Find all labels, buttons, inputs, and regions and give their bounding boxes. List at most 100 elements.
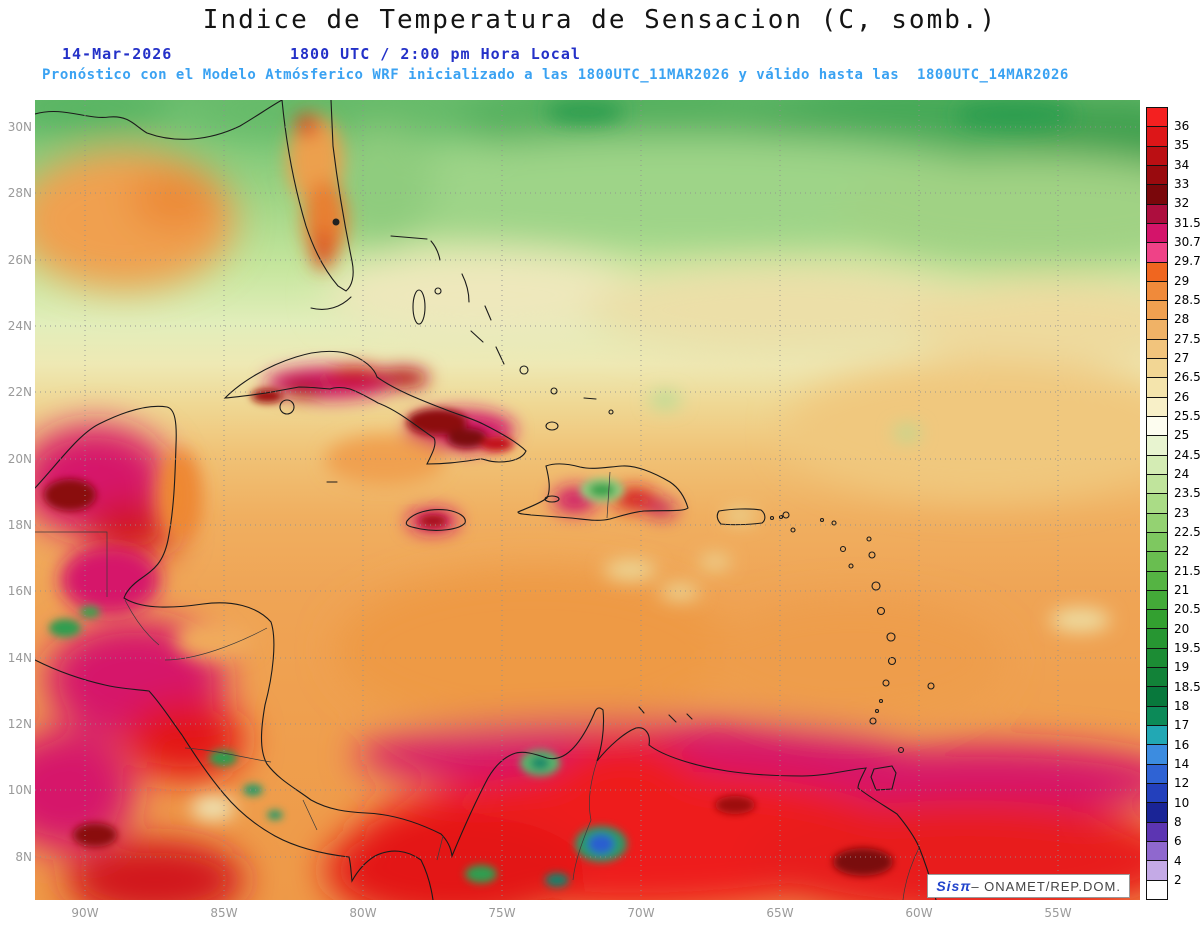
colorbar-segment [1147,127,1167,147]
colorbar-label: 17 [1174,718,1190,733]
colorbar-segment [1147,494,1167,514]
isla-juventud [279,399,295,415]
gonave-island [544,495,560,503]
colorbar-segment [1147,301,1167,321]
colorbar-segment [1147,552,1167,572]
pacific-coast [35,659,434,900]
colorbar-label: 26.5 [1174,370,1200,385]
colorbar-segment [1147,417,1167,437]
lon-tick-label: 85W [210,906,238,920]
lat-tick-label: 24N [7,318,32,333]
colorbar-segment [1147,629,1167,649]
colorbar-label: 8 [1174,815,1182,830]
colorbar-label: 26 [1174,389,1190,404]
country-borders [35,471,920,900]
colorbar-label: 24 [1174,466,1190,481]
lat-tick-label: 12N [7,716,32,731]
lon-tick-label: 60W [905,906,933,920]
colorbar-label: 20.5 [1174,602,1200,617]
colorbar-label: 16 [1174,737,1190,752]
jamaica-coast [405,509,466,531]
colorbar-label: 27 [1174,350,1190,365]
colorbar-segment [1147,861,1167,881]
lon-tick-label: 70W [627,906,655,920]
colorbar-label: 19 [1174,660,1190,675]
colorbar-label: 30.7 [1174,234,1200,249]
colorbar-segment [1147,841,1167,862]
lesser-antilles-islands [638,511,935,791]
colorbar-segment [1147,359,1167,379]
colorbar-segment [1147,204,1167,224]
temperature-colorbar [1146,107,1168,900]
hispaniola-coast [517,463,689,521]
colorbar-label: 27.5 [1174,331,1200,346]
lon-tick-label: 90W [71,906,99,920]
colorbar-label: 21 [1174,583,1190,598]
colorbar-label: 19.5 [1174,641,1200,656]
colorbar-segment [1147,822,1167,842]
bahamas-islands [326,235,614,483]
colorbar-label: 32 [1174,196,1190,211]
lat-tick-label: 20N [7,451,32,466]
lake-okeechobee [332,218,340,226]
puerto-rico-coast [716,508,766,526]
colorbar-label: 33 [1174,176,1190,191]
map-canvas: Sisπ– ONAMET/REP.DOM. [35,100,1140,900]
colorbar-label: 31.5 [1174,215,1200,230]
coastlines [35,100,937,900]
colorbar-segment [1147,668,1167,688]
gulf-coast [35,100,283,140]
colorbar-segment [1147,532,1167,553]
lon-tick-label: 75W [488,906,516,920]
florida-keys [310,296,352,310]
colorbar-label: 23 [1174,505,1190,520]
colorbar-segment [1147,397,1167,417]
colorbar-segment [1147,378,1167,398]
colorbar-segment [1147,339,1167,360]
colorbar-label: 18 [1174,699,1190,714]
colorbar-label: 2 [1174,873,1182,888]
colorbar-label: 28 [1174,312,1190,327]
caribbean-mainland-coast [35,405,937,900]
lat-tick-label: 26N [7,252,32,267]
lat-tick-label: 16N [7,584,32,599]
colorbar-segment [1147,320,1167,340]
colorbar-label: 18.5 [1174,679,1200,694]
map-svg [35,100,1140,900]
colorbar-label: 24.5 [1174,447,1200,462]
watermark-text: – ONAMET/REP.DOM. [971,879,1121,894]
lat-tick-label: 28N [7,186,32,201]
colorbar-segment [1147,783,1167,804]
lon-tick-label: 65W [766,906,794,920]
lat-tick-label: 18N [7,517,32,532]
colorbar-label: 21.5 [1174,563,1200,578]
colorbar-label: 25.5 [1174,408,1200,423]
colorbar-segment [1147,223,1167,244]
colorbar-label: 22.5 [1174,525,1200,539]
colorbar-segment [1147,281,1167,302]
colorbar-segment [1147,880,1167,899]
colorbar-label: 23.5 [1174,486,1200,501]
colorbar-label: 28.5 [1174,292,1200,307]
colorbar-segment [1147,648,1167,669]
colorbar-segment [1147,165,1167,186]
colorbar-segment [1147,185,1167,205]
grid-lines [35,100,1140,900]
colorbar-label: 35 [1174,138,1190,153]
colorbar-segment [1147,262,1167,282]
colorbar-label: 10 [1174,795,1190,810]
lat-tick-label: 30N [7,120,32,134]
colorbar-segment [1147,474,1167,495]
colorbar-label: 34 [1174,157,1190,172]
colorbar-segment [1147,243,1167,263]
forecast-date: 14-Mar-2026 [62,45,173,63]
lon-tick-label: 80W [349,906,377,920]
colorbar-label: 36 [1174,118,1190,133]
colorbar-segment [1147,513,1167,533]
lat-tick-label: 14N [7,650,32,665]
colorbar-segment [1147,455,1167,475]
lat-tick-label: 10N [7,783,32,798]
lat-tick-label: 8N [15,849,32,864]
colorbar-segment [1147,764,1167,784]
colorbar-segment [1147,571,1167,591]
